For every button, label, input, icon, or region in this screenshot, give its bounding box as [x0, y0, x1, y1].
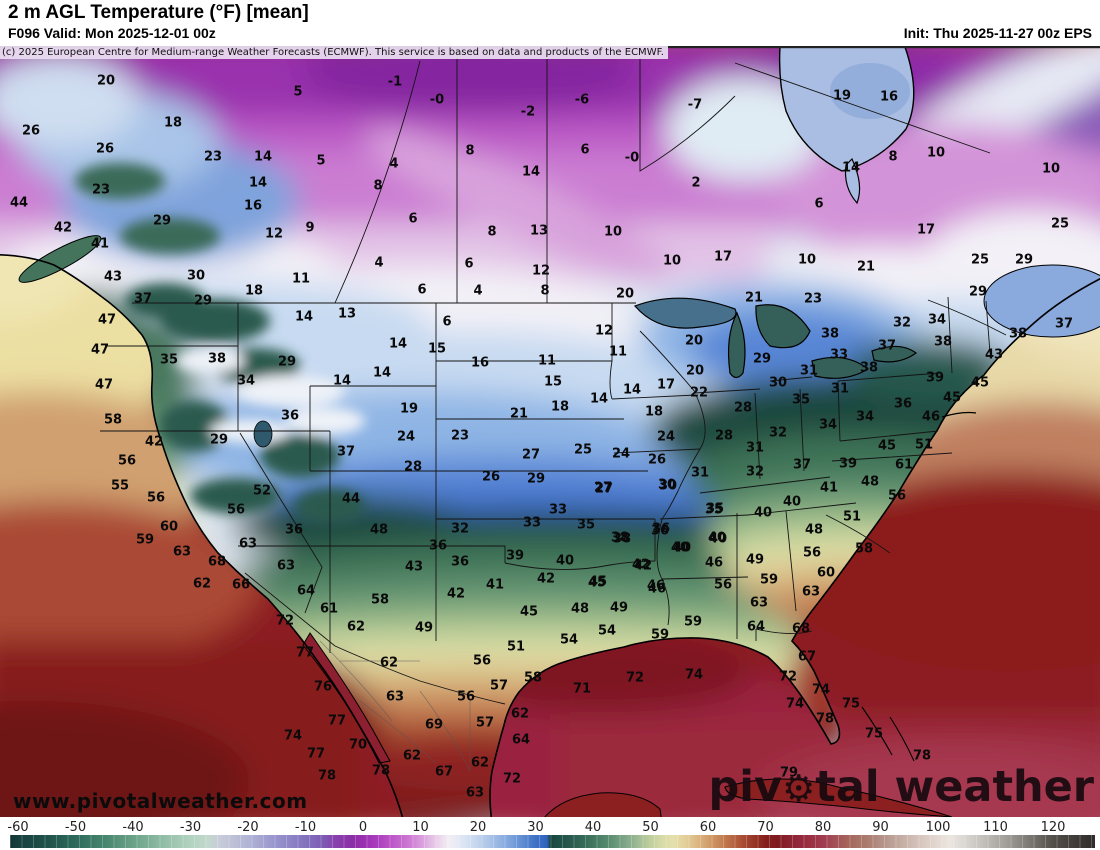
- colorbar-tick: -10: [294, 820, 317, 835]
- colorbar-tick: 10: [412, 820, 429, 835]
- lake-ontario: [871, 345, 918, 363]
- great-salt-lake: [253, 420, 273, 448]
- colorbar-tick: 110: [983, 820, 1008, 835]
- temperature-map: [0, 37, 1100, 850]
- water-features: [253, 46, 1100, 764]
- colorbar-tick: -30: [179, 820, 202, 835]
- gear-icon: ⚙: [782, 767, 816, 810]
- islands: [18, 235, 977, 824]
- logo-text-right: tal weather: [815, 762, 1094, 812]
- valid-time: F096 Valid: Mon 2025-12-01 00z: [8, 25, 216, 41]
- map-canvas: [0, 37, 1100, 850]
- colorbar-tick: 0: [358, 820, 368, 835]
- lake-huron: [755, 304, 811, 349]
- colorbar-tick: -20: [237, 820, 259, 835]
- colorbar-tick: 50: [642, 820, 659, 835]
- james-bay: [844, 157, 861, 205]
- lake-erie: [811, 356, 870, 379]
- political-borders: [100, 47, 1007, 705]
- colorbar-tick: 100: [925, 820, 951, 835]
- colorbar-tick: -40: [122, 820, 144, 835]
- coastline: [0, 254, 1100, 824]
- colorbar-tick: 120: [1040, 820, 1066, 835]
- colorbar-gradient: [10, 835, 1095, 848]
- copyright-notice: (c) 2025 European Centre for Medium-rang…: [0, 46, 668, 59]
- watermark-url: www.pivotalweather.com: [13, 789, 308, 813]
- lake-superior: [633, 297, 737, 329]
- mexico-state-lines: [319, 640, 471, 772]
- colorbar-tick: 70: [757, 820, 774, 835]
- colorbar-tick: 40: [584, 820, 602, 835]
- colorbar-tick: -50: [64, 820, 87, 835]
- colorbar-tick: 90: [872, 820, 889, 835]
- lake-michigan: [727, 311, 746, 379]
- gulf-st-lawrence: [983, 264, 1100, 338]
- colorbar-tick: 80: [814, 820, 832, 835]
- colorbar-tick: -60: [7, 820, 29, 835]
- gulf-of-california: [302, 632, 391, 764]
- colorbar-tick: 30: [527, 820, 544, 835]
- logo-text-left: piv: [708, 762, 783, 812]
- colorbar-tick: 20: [469, 820, 487, 835]
- pivotal-weather-logo: piv⚙tal weather: [709, 766, 1094, 809]
- temperature-colorbar: -60 -50 -40 -30 -20 -10 0 10 20 30 40 50 60 70 80 90 100…: [0, 817, 1100, 850]
- init-time: Init: Thu 2025-11-27 00z EPS: [903, 25, 1092, 41]
- colorbar-tick: 60: [699, 820, 717, 835]
- page-title: 2 m AGL Temperature (°F) [mean]: [8, 2, 309, 23]
